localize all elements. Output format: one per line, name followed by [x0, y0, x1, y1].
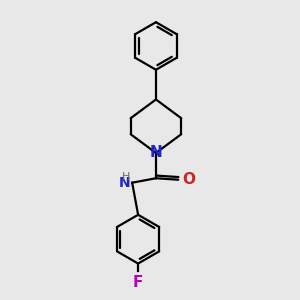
Text: H: H — [122, 172, 131, 182]
Text: F: F — [133, 275, 143, 290]
Text: N: N — [119, 176, 131, 190]
Text: O: O — [182, 172, 195, 187]
Text: N: N — [150, 146, 162, 160]
